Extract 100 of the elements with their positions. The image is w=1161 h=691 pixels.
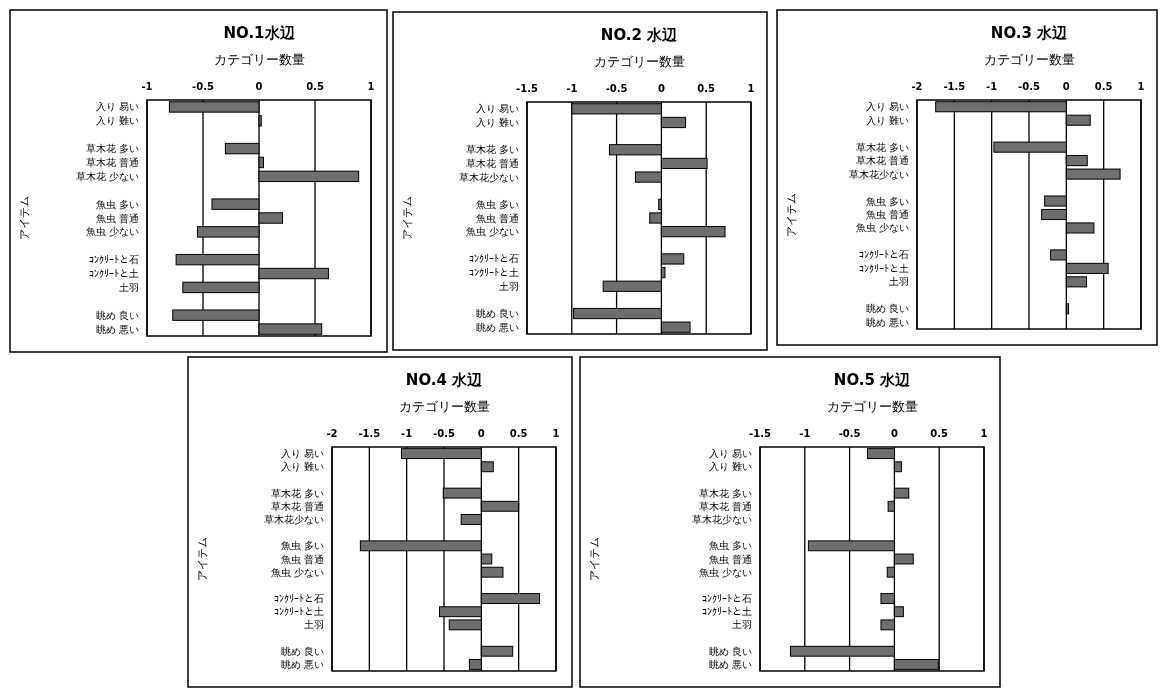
y-tick-label: 草木花 普通 bbox=[855, 155, 909, 167]
x-tick-label: 0.5 bbox=[697, 83, 716, 94]
y-tick-label: 魚虫 普通 bbox=[865, 209, 909, 220]
x-tick-label: 0 bbox=[477, 428, 485, 439]
y-tick-label: 草木花 多い bbox=[465, 144, 519, 156]
x-tick-label: -0.5 bbox=[605, 83, 628, 94]
chart-title: NO.5 水辺 bbox=[833, 371, 912, 389]
y-axis-title: アイテム bbox=[785, 192, 798, 237]
y-tick-label: 入り 易い bbox=[280, 448, 324, 460]
y-tick-label: 眺め 良い bbox=[280, 645, 324, 657]
x-tick-label: -1.5 bbox=[358, 428, 381, 439]
y-tick-label: 草木花 多い bbox=[270, 487, 324, 499]
y-tick-label: 眺め 悪い bbox=[475, 321, 519, 333]
x-tick-label: 0.5 bbox=[930, 428, 949, 439]
chart-title: NO.4 水辺 bbox=[405, 371, 484, 389]
y-tick-label: ｺﾝｸﾘｰﾄと土 bbox=[859, 262, 909, 274]
y-tick-label: 草木花少ない bbox=[459, 171, 519, 183]
y-tick-label: 眺め 悪い bbox=[280, 658, 324, 670]
y-tick-label: 魚虫 少ない bbox=[85, 226, 139, 238]
y-tick-label: 草木花 多い bbox=[855, 141, 909, 153]
x-tick-label: -1.5 bbox=[749, 428, 771, 439]
y-tick-label: 眺め 悪い bbox=[95, 323, 139, 335]
x-axis-title: カテゴリー数量 bbox=[826, 399, 918, 414]
x-tick-label: -0.5 bbox=[192, 81, 214, 92]
x-tick-label: -1 bbox=[401, 428, 413, 439]
x-tick-label: 0 bbox=[890, 428, 898, 439]
y-tick-label: 魚虫 普通 bbox=[475, 212, 519, 224]
y-tick-label: 入り 難い bbox=[708, 461, 752, 473]
x-tick-label: 0 bbox=[1062, 81, 1070, 92]
chart-title: NO.2 水辺 bbox=[600, 26, 679, 44]
y-tick-label: 魚虫 普通 bbox=[708, 553, 752, 565]
x-tick-label: 1 bbox=[367, 81, 375, 92]
x-tick-label: 1 bbox=[552, 428, 560, 439]
y-tick-label: 土羽 bbox=[119, 281, 139, 293]
x-tick-label: -0.5 bbox=[1018, 81, 1040, 92]
x-tick-label: -1 bbox=[986, 81, 998, 92]
y-tick-label: ｺﾝｸﾘｰﾄと石 bbox=[859, 249, 909, 261]
y-axis-title: アイテム bbox=[588, 537, 601, 581]
x-axis-title: カテゴリー数量 bbox=[983, 52, 1075, 67]
y-tick-label: 入り 難い bbox=[95, 115, 139, 127]
x-tick-label: -1.5 bbox=[943, 81, 966, 92]
y-tick-label: 草木花 普通 bbox=[85, 156, 139, 168]
y-tick-label: 草木花 多い bbox=[85, 143, 139, 155]
y-tick-label: ｺﾝｸﾘｰﾄと石 bbox=[702, 593, 752, 605]
y-tick-label: 草木花 少ない bbox=[75, 170, 139, 182]
y-tick-label: 草木花 普通 bbox=[465, 157, 519, 169]
y-tick-label: 魚虫 少ない bbox=[465, 226, 519, 238]
x-tick-label: -0.5 bbox=[838, 428, 861, 439]
y-axis-title: アイテム bbox=[401, 196, 414, 240]
y-axis-title: アイテム bbox=[18, 196, 31, 240]
y-tick-label: 眺め 良い bbox=[95, 309, 139, 321]
y-tick-label: 魚虫 多い bbox=[475, 198, 519, 210]
y-tick-label: 入り 易い bbox=[865, 101, 909, 113]
y-tick-label: 草木花 普通 bbox=[270, 500, 324, 512]
x-axis-title: カテゴリー数量 bbox=[593, 54, 685, 69]
x-tick-label: -1 bbox=[566, 83, 578, 94]
x-tick-label: 1 bbox=[1137, 81, 1145, 92]
y-axis-title: アイテム bbox=[196, 537, 209, 581]
y-tick-label: 土羽 bbox=[304, 619, 324, 631]
x-tick-label: 0 bbox=[657, 83, 665, 94]
y-tick-label: ｺﾝｸﾘｰﾄと土 bbox=[702, 606, 752, 618]
y-tick-label: ｺﾝｸﾘｰﾄと土 bbox=[469, 267, 519, 279]
y-tick-label: 入り 易い bbox=[95, 101, 139, 113]
y-tick-label: 入り 易い bbox=[708, 448, 752, 460]
y-tick-label: 眺め 良い bbox=[708, 645, 752, 657]
y-tick-label: 眺め 悪い bbox=[708, 658, 752, 670]
x-tick-label: 1 bbox=[980, 428, 988, 439]
y-tick-label: ｺﾝｸﾘｰﾄと石 bbox=[469, 253, 519, 265]
x-tick-label: 1 bbox=[747, 83, 755, 94]
x-tick-label: 0.5 bbox=[306, 81, 324, 92]
y-tick-label: 入り 難い bbox=[475, 116, 519, 128]
y-tick-label: 魚虫 多い bbox=[95, 198, 139, 210]
y-tick-label: 魚虫 多い bbox=[708, 540, 752, 552]
y-tick-label: 土羽 bbox=[889, 276, 909, 288]
y-tick-label: 魚虫 少ない bbox=[698, 566, 752, 578]
y-tick-label: 魚虫 普通 bbox=[95, 212, 139, 224]
y-tick-label: 草木花 普通 bbox=[698, 500, 752, 512]
y-tick-label: ｺﾝｸﾘｰﾄと石 bbox=[274, 593, 324, 605]
y-tick-label: ｺﾝｸﾘｰﾄと土 bbox=[274, 606, 324, 618]
x-axis-title: カテゴリー数量 bbox=[213, 52, 305, 67]
x-tick-label: 0.5 bbox=[1094, 81, 1113, 92]
x-tick-label: -2 bbox=[326, 428, 338, 439]
y-tick-label: 入り 難い bbox=[865, 114, 909, 126]
x-tick-label: -2 bbox=[911, 81, 923, 92]
x-tick-label: -1.5 bbox=[516, 83, 538, 94]
x-tick-label: -1 bbox=[141, 81, 153, 92]
y-tick-label: 眺め 悪い bbox=[865, 316, 909, 328]
y-tick-label: 魚虫 多い bbox=[865, 195, 909, 207]
y-tick-label: ｺﾝｸﾘｰﾄと土 bbox=[89, 268, 139, 280]
y-tick-label: 草木花 多い bbox=[698, 487, 752, 499]
y-tick-label: 入り 易い bbox=[475, 103, 519, 115]
y-tick-label: 土羽 bbox=[499, 280, 519, 292]
chart-title: NO.1水辺 bbox=[223, 24, 296, 42]
y-tick-label: 魚虫 少ない bbox=[855, 222, 909, 234]
x-tick-label: 0.5 bbox=[509, 428, 528, 439]
x-tick-label: 0 bbox=[255, 81, 263, 92]
y-tick-label: ｺﾝｸﾘｰﾄと石 bbox=[89, 254, 139, 266]
x-axis-title: カテゴリー数量 bbox=[398, 399, 490, 414]
x-tick-label: -0.5 bbox=[433, 428, 455, 439]
y-tick-label: 土羽 bbox=[732, 619, 752, 631]
